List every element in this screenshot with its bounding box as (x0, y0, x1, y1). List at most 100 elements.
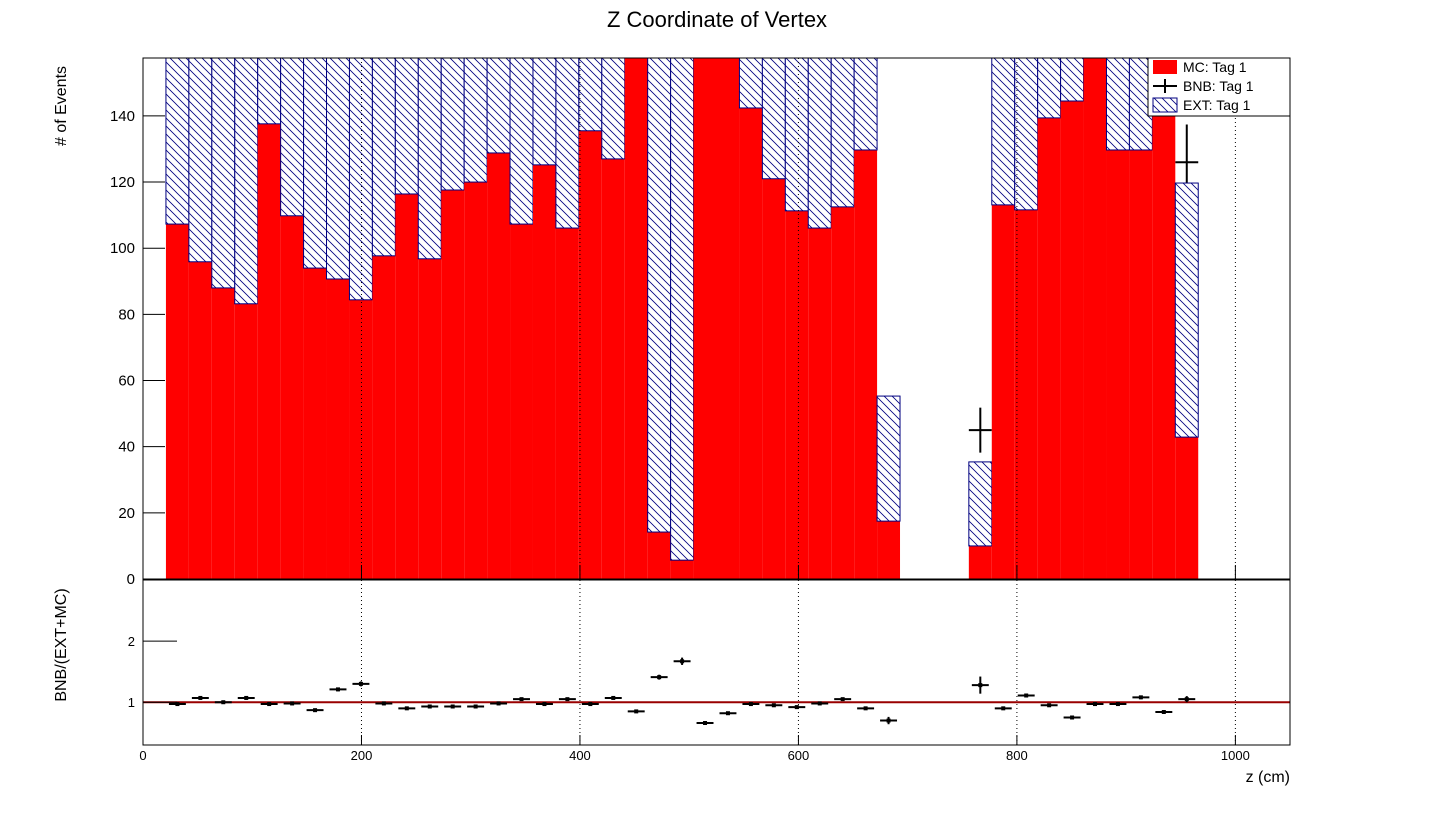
hist-bar (556, 228, 579, 579)
hist-bar (1152, 116, 1175, 579)
ratio-marker (451, 705, 455, 709)
ratio-marker (428, 705, 432, 709)
ratio-marker (267, 702, 271, 706)
ratio-marker (221, 700, 225, 704)
legend-label: BNB: Tag 1 (1183, 78, 1254, 94)
y-tick-label: 140 (110, 108, 135, 125)
hist-bar (969, 462, 992, 546)
x-tick-label: 0 (139, 748, 146, 763)
ratio-marker (611, 696, 615, 700)
ratio-marker (864, 706, 868, 710)
y-axis-label: # of Events (53, 66, 70, 146)
hist-bar (304, 268, 327, 579)
y-tick-label: 20 (118, 505, 135, 522)
x-tick-label: 600 (788, 748, 810, 763)
ratio-marker (657, 675, 661, 679)
ratio-marker (1024, 694, 1028, 698)
ratio-marker (1185, 697, 1189, 701)
ratio-marker (841, 697, 845, 701)
legend-swatch (1153, 60, 1177, 74)
hist-bar (785, 211, 808, 579)
y-tick-label: 1 (128, 695, 135, 710)
ratio-marker (1047, 703, 1051, 707)
hist-bar (372, 256, 395, 579)
ratio-marker (520, 697, 524, 701)
hist-bar (189, 262, 212, 579)
hist-bar (992, 205, 1015, 579)
y-tick-label: 100 (110, 240, 135, 257)
hist-bar (533, 165, 556, 579)
hist-bar (877, 396, 900, 521)
ratio-marker (749, 702, 753, 706)
hist-bar (464, 182, 487, 579)
x-tick-label: 800 (1006, 748, 1028, 763)
ratio-marker (290, 701, 294, 705)
ratio-marker (588, 702, 592, 706)
ratio-marker (1001, 706, 1005, 710)
ratio-marker (887, 719, 891, 723)
hist-bar (854, 150, 877, 579)
ratio-marker (313, 708, 317, 712)
hist-bar (762, 179, 785, 579)
hist-bar (395, 194, 418, 579)
hist-bar (831, 207, 854, 579)
hist-bar (487, 153, 510, 579)
hist-bar (808, 228, 831, 579)
ratio-marker (382, 701, 386, 705)
ratio-marker (565, 697, 569, 701)
y-tick-label: 0 (127, 571, 135, 588)
hist-bar (877, 521, 900, 579)
ratio-marker (1162, 710, 1166, 714)
hist-bar (579, 131, 602, 579)
ratio-marker (1139, 695, 1143, 699)
ratio-marker (405, 706, 409, 710)
x-tick-label: 400 (569, 748, 591, 763)
y-tick-label: 120 (110, 174, 135, 191)
hist-bar (1061, 101, 1084, 579)
ratio-marker (359, 682, 363, 686)
y-tick-label: 2 (128, 634, 135, 649)
ratio-marker (336, 687, 340, 691)
hist-bar (739, 108, 762, 579)
hist-bar (671, 560, 694, 579)
ratio-marker (726, 711, 730, 715)
ratio-marker (978, 683, 982, 687)
ratio-marker (1116, 702, 1120, 706)
x-axis-label: z (cm) (1246, 769, 1290, 786)
hist-bar (258, 124, 281, 579)
x-tick-label: 200 (351, 748, 373, 763)
ratio-marker (474, 705, 478, 709)
ratio-marker (497, 701, 501, 705)
ratio-marker (772, 703, 776, 707)
hist-bar (349, 300, 372, 579)
legend-label: EXT: Tag 1 (1183, 97, 1251, 113)
hist-bar (235, 304, 258, 579)
hist-bar (671, 0, 694, 560)
hist-bar (166, 224, 189, 579)
hist-bar (281, 216, 304, 579)
ratio-marker (680, 659, 684, 663)
hist-bar (1084, 17, 1107, 579)
y-tick-label: 60 (118, 373, 135, 390)
hist-bar (212, 288, 235, 579)
ratio-marker (1093, 702, 1097, 706)
ratio-marker (1070, 716, 1074, 720)
hist-bar (694, 0, 717, 579)
hist-bar (441, 190, 464, 579)
hist-bar (625, 0, 648, 579)
hist-bar (418, 259, 441, 579)
ratio-marker (244, 696, 248, 700)
hist-bar (1106, 150, 1129, 579)
hist-bar (717, 0, 740, 579)
ratio-marker (198, 696, 202, 700)
chart-title: Z Coordinate of Vertex (607, 7, 827, 32)
legend-swatch (1153, 98, 1177, 112)
ratio-marker (542, 702, 546, 706)
y-tick-label: 40 (118, 439, 135, 456)
ratio-marker (818, 701, 822, 705)
main-plot (166, 0, 1198, 579)
hist-bar (602, 159, 625, 579)
